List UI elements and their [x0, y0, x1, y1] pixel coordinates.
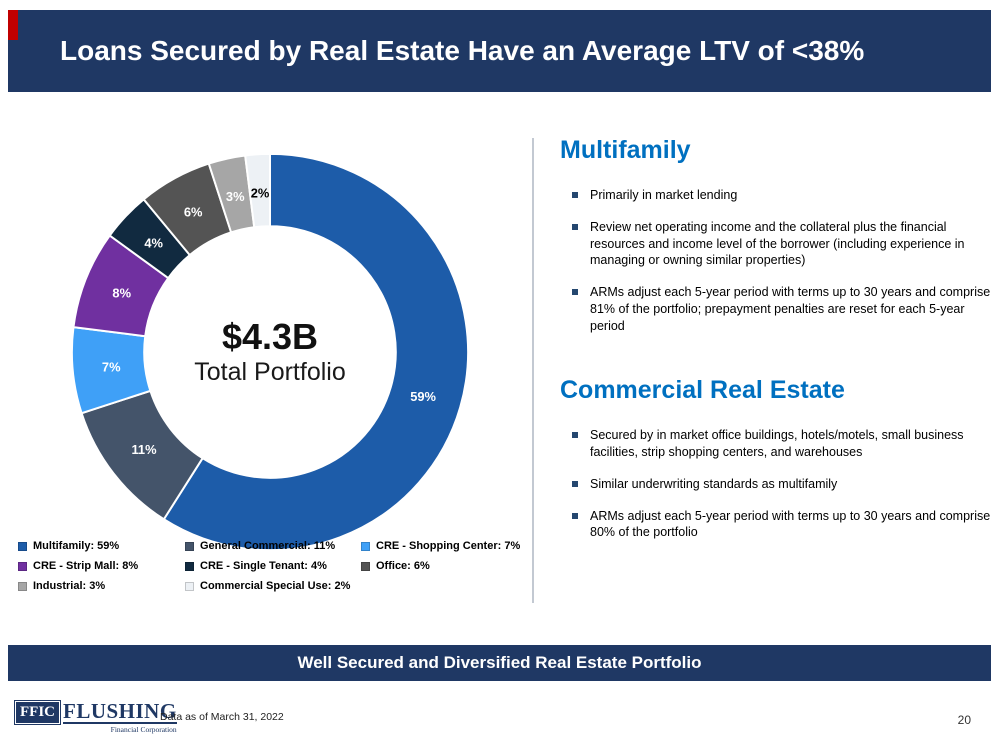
- section-multifamily: Multifamily Primarily in market lending …: [558, 136, 992, 334]
- donut-segment-label: 6%: [184, 205, 203, 220]
- legend-label: CRE - Strip Mall: 8%: [33, 560, 139, 572]
- legend-label: CRE - Shopping Center: 7%: [376, 540, 521, 552]
- bullet-text: Similar underwriting standards as multif…: [590, 476, 838, 491]
- bullet-square-icon: [572, 480, 578, 487]
- bullet-text: ARMs adjust each 5-year period with term…: [590, 285, 991, 333]
- bullet-square-icon: [572, 289, 578, 295]
- bottom-banner: Well Secured and Diversified Real Estate…: [8, 645, 991, 681]
- bullet-item: Secured by in market office buildings, h…: [558, 427, 992, 461]
- donut-chart-svg: 59% 11% 7% 8% 4% 6% 3% 2%: [70, 152, 470, 552]
- legend-item: General Commercial: 11%: [185, 540, 361, 552]
- bullet-item: ARMs adjust each 5-year period with term…: [558, 284, 992, 334]
- right-column: Multifamily Primarily in market lending …: [558, 136, 992, 556]
- section-commercial-real-estate: Commercial Real Estate Secured by in mar…: [558, 376, 992, 541]
- chart-legend: Multifamily: 59% CRE - Strip Mall: 8% In…: [18, 540, 538, 600]
- donut-segment-0: [162, 152, 470, 552]
- bullet-item: Review net operating income and the coll…: [558, 219, 992, 269]
- header-red-accent: [8, 10, 18, 40]
- logo-name: FLUSHING: [63, 699, 177, 725]
- legend-column-3: CRE - Shopping Center: 7% Office: 6%: [361, 540, 531, 600]
- legend-item: Multifamily: 59%: [18, 540, 185, 552]
- bullet-text: ARMs adjust each 5-year period with term…: [590, 508, 991, 540]
- donut-segment-7: [244, 152, 271, 229]
- logo-wordmark: FLUSHING Financial Corporation: [63, 700, 177, 734]
- legend-label: Multifamily: 59%: [33, 540, 120, 552]
- legend-swatch: [18, 581, 27, 591]
- section-heading: Commercial Real Estate: [560, 376, 845, 405]
- legend-item: Office: 6%: [361, 560, 531, 572]
- legend-label: CRE - Single Tenant: 4%: [200, 560, 327, 572]
- donut-segment-label: 11%: [131, 442, 157, 457]
- legend-swatch: [18, 561, 27, 571]
- legend-column-1: Multifamily: 59% CRE - Strip Mall: 8% In…: [18, 540, 185, 600]
- company-logo: FFIC FLUSHING Financial Corporation: [14, 700, 177, 734]
- vertical-divider: [532, 138, 534, 603]
- bullet-square-icon: [572, 512, 578, 519]
- legend-label: Office: 6%: [376, 560, 430, 572]
- bullet-item: Similar underwriting standards as multif…: [558, 476, 992, 493]
- legend-swatch: [185, 541, 194, 551]
- bullet-item: Primarily in market lending: [558, 187, 992, 204]
- bullet-text: Primarily in market lending: [590, 188, 738, 202]
- donut-segment-label: 4%: [144, 235, 163, 250]
- page-number: 20: [957, 713, 971, 727]
- legend-label: Industrial: 3%: [33, 580, 106, 592]
- legend-swatch: [361, 561, 370, 571]
- legend-item: CRE - Strip Mall: 8%: [18, 560, 185, 572]
- header-bar: Loans Secured by Real Estate Have an Ave…: [8, 10, 991, 92]
- legend-swatch: [185, 581, 194, 591]
- data-as-of-note: Data as of March 31, 2022: [160, 711, 284, 723]
- legend-swatch: [185, 561, 194, 571]
- donut-segment-label: 3%: [226, 189, 245, 204]
- legend-item: CRE - Single Tenant: 4%: [185, 560, 361, 572]
- bullet-item: ARMs adjust each 5-year period with term…: [558, 508, 992, 542]
- legend-item: CRE - Shopping Center: 7%: [361, 540, 531, 552]
- donut-segment-label: 59%: [410, 389, 436, 404]
- bullet-square-icon: [572, 432, 578, 439]
- page-title: Loans Secured by Real Estate Have an Ave…: [60, 35, 865, 66]
- donut-segment-label: 7%: [102, 360, 121, 375]
- logo-ffic-mark: FFIC: [14, 700, 61, 725]
- bullet-text: Review net operating income and the coll…: [590, 219, 965, 268]
- legend-swatch: [361, 541, 370, 551]
- donut-chart: 59% 11% 7% 8% 4% 6% 3% 2% $4.3B Total Portfolio: [62, 144, 478, 560]
- legend-label: General Commercial: 11%: [200, 540, 336, 552]
- bullet-square-icon: [572, 192, 578, 198]
- legend-column-2: General Commercial: 11% CRE - Single Ten…: [185, 540, 361, 600]
- legend-swatch: [18, 541, 27, 551]
- legend-label: Commercial Special Use: 2%: [200, 580, 351, 592]
- legend-item: Commercial Special Use: 2%: [185, 580, 361, 592]
- donut-segment-label: 2%: [251, 185, 270, 200]
- legend-item: Industrial: 3%: [18, 580, 185, 592]
- donut-segment-label: 8%: [112, 286, 131, 301]
- logo-subtitle: Financial Corporation: [110, 725, 177, 735]
- bullet-square-icon: [572, 223, 578, 230]
- banner-text: Well Secured and Diversified Real Estate…: [297, 653, 702, 672]
- section-heading: Multifamily: [560, 136, 691, 164]
- bullet-text: Secured by in market office buildings, h…: [590, 428, 964, 459]
